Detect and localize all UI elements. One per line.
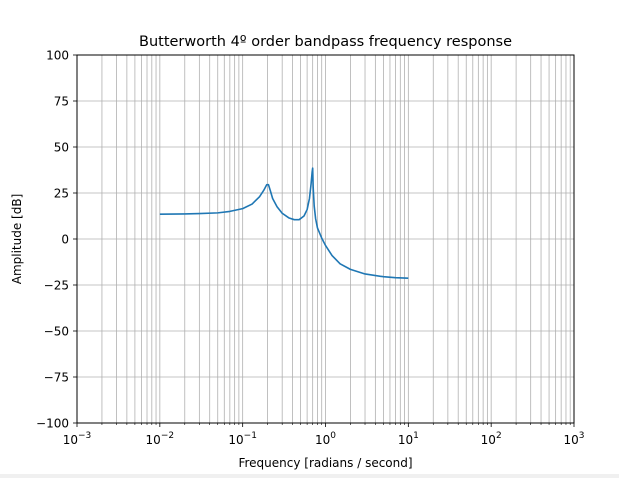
x-tick-label: 103 xyxy=(563,431,584,447)
y-tick-label: 100 xyxy=(46,49,69,63)
x-axis-label: Frequency [radians / second] xyxy=(238,456,412,470)
y-tick-label: −75 xyxy=(44,371,69,385)
series-layer xyxy=(159,167,409,279)
y-tick-label: 50 xyxy=(54,141,69,155)
y-tick-label: −25 xyxy=(44,279,69,293)
y-axis-label: Amplitude [dB] xyxy=(10,194,24,285)
x-tick-label: 10−1 xyxy=(228,431,257,447)
x-axis-ticks: 10−3 10−2 10−1 100 101 102 103 xyxy=(63,423,585,447)
y-tick-label: −50 xyxy=(44,325,69,339)
x-tick-label: 101 xyxy=(398,431,419,447)
chart-title: Butterworth 4º order bandpass frequency … xyxy=(139,34,512,50)
series-line xyxy=(159,167,409,279)
window-bottom-strip xyxy=(0,474,619,478)
x-tick-label: 102 xyxy=(481,431,502,447)
y-tick-label: 75 xyxy=(54,95,69,109)
y-axis-ticks: 100 75 50 25 0 −25 −50 −75 −100 xyxy=(36,49,77,431)
x-tick-label: 100 xyxy=(315,431,336,447)
y-tick-label: 0 xyxy=(61,233,69,247)
x-tick-label: 10−2 xyxy=(146,431,175,447)
grid xyxy=(76,54,574,424)
y-tick-label: −100 xyxy=(36,417,69,431)
y-tick-label: 25 xyxy=(54,187,69,201)
x-tick-label: 10−3 xyxy=(63,431,92,447)
